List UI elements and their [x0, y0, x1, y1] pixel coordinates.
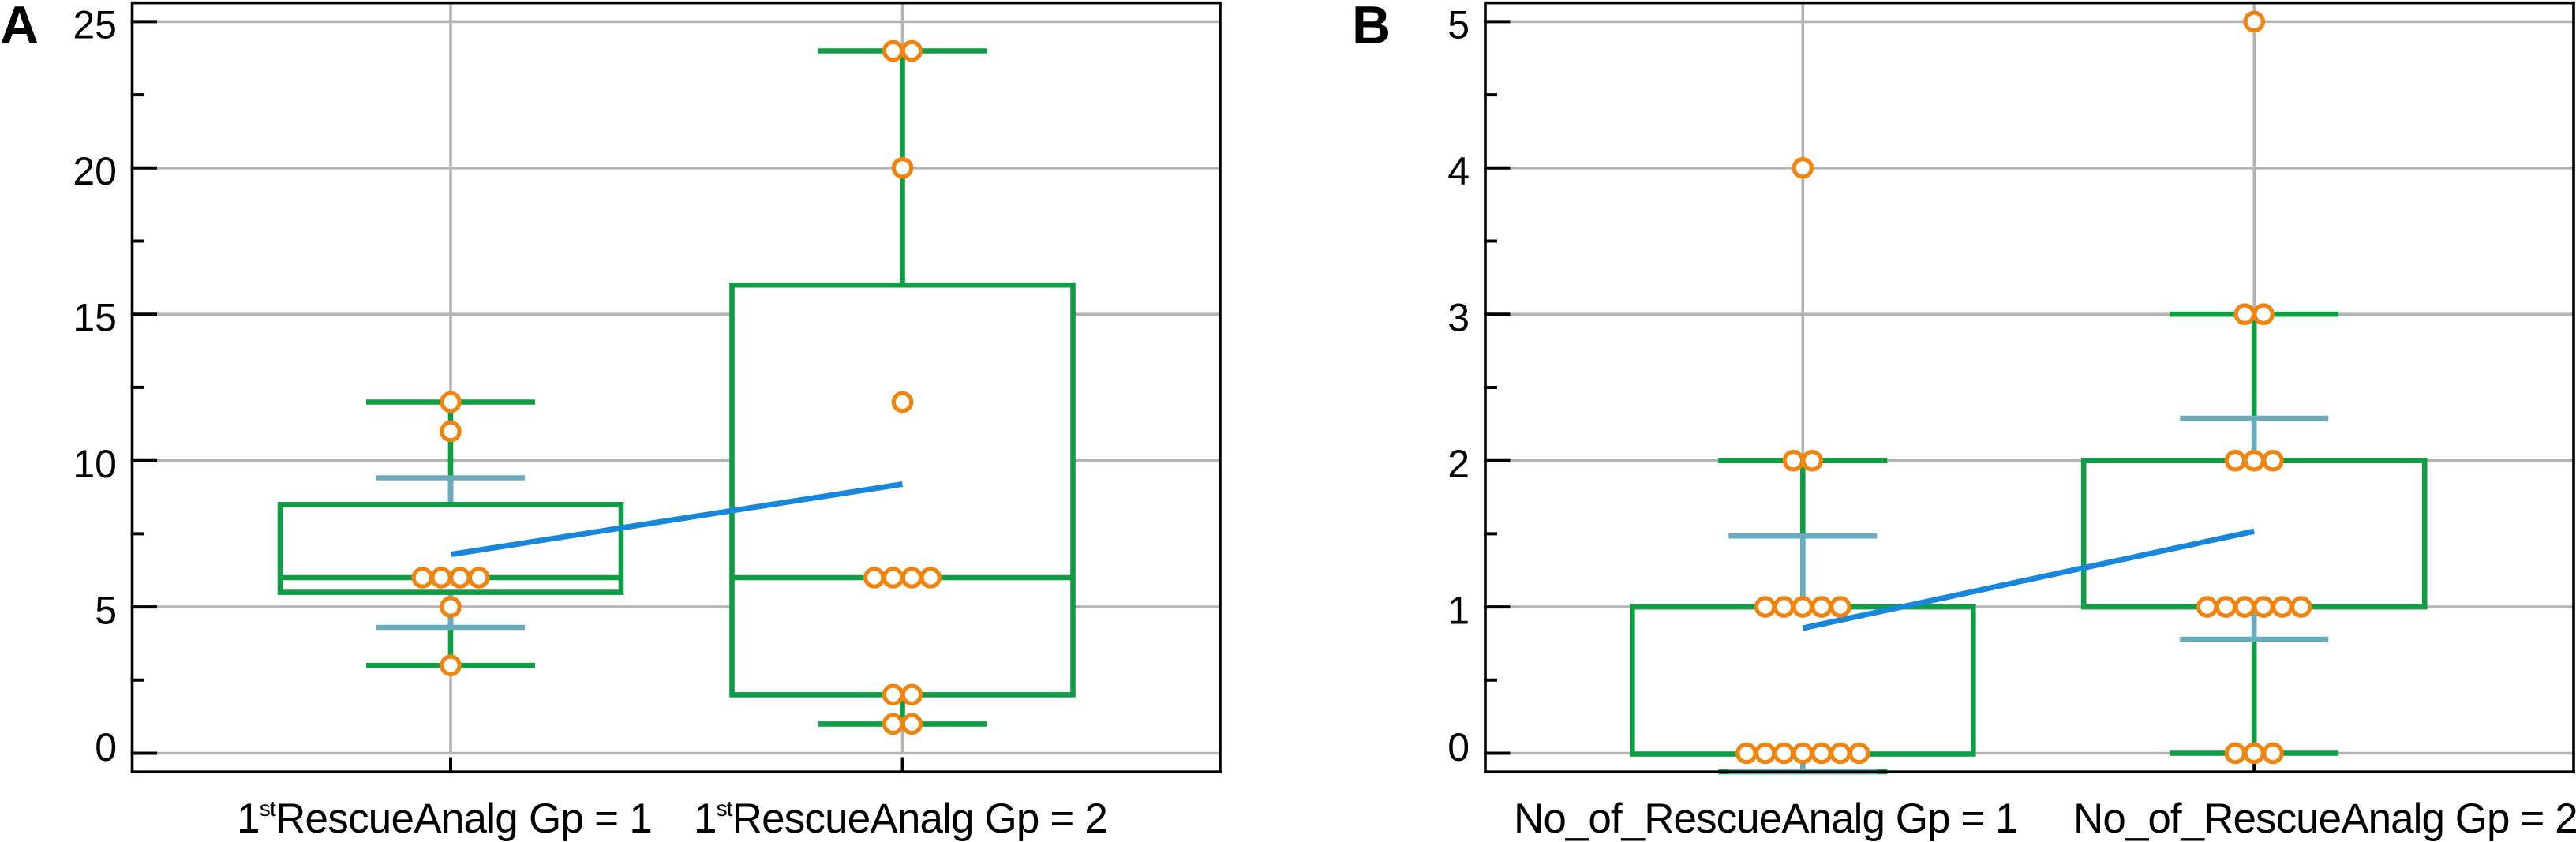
svg-text:25: 25 [73, 3, 117, 47]
svg-text:No_of_RescueAnalg Gp = 1: No_of_RescueAnalg Gp = 1 [1514, 795, 2018, 842]
svg-text:1stRescueAnalg Gp = 2: 1stRescueAnalg Gp = 2 [694, 795, 1107, 842]
svg-text:5: 5 [95, 588, 117, 632]
svg-text:B: B [1352, 0, 1391, 55]
svg-text:20: 20 [73, 149, 117, 193]
svg-text:1stRescueAnalg Gp = 1: 1stRescueAnalg Gp = 1 [237, 795, 652, 842]
svg-text:No_of_RescueAnalg Gp = 2: No_of_RescueAnalg Gp = 2 [2073, 795, 2576, 842]
svg-text:0: 0 [1447, 725, 1470, 769]
svg-text:1: 1 [1447, 588, 1470, 632]
svg-text:10: 10 [73, 442, 117, 486]
svg-text:5: 5 [1447, 3, 1470, 47]
svg-text:A: A [0, 0, 39, 55]
svg-text:4: 4 [1447, 149, 1470, 193]
svg-text:2: 2 [1447, 442, 1470, 486]
svg-text:0: 0 [95, 725, 117, 769]
svg-text:15: 15 [73, 296, 117, 340]
svg-text:3: 3 [1447, 296, 1470, 340]
